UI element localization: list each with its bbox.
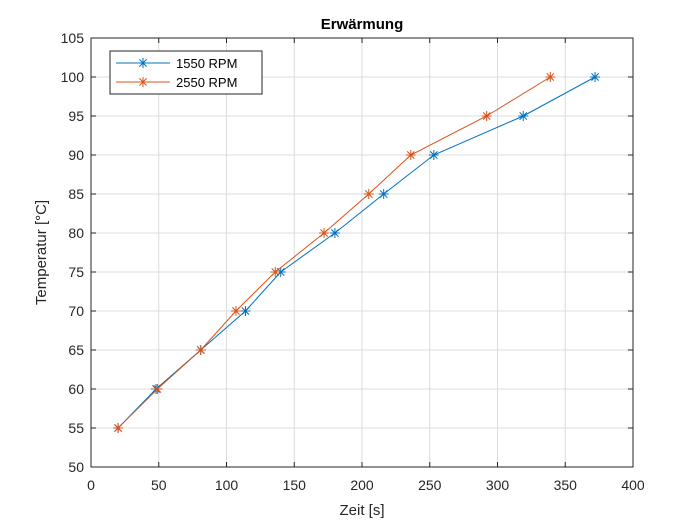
asterisk-marker [481,111,492,121]
y-tick-label: 95 [68,108,84,124]
y-tick-label: 80 [68,225,84,241]
plot-area: 0 50 100 150 200 250 300 350 4005055606570758085… [61,30,645,493]
series-2 [113,72,556,433]
y-tick-label: 100 [61,69,85,85]
x-tick-label: 0 [87,477,95,493]
y-axis-label: Temperatur [°C] [33,200,50,305]
legend-entry: 1550 RPM [116,56,237,71]
legend-label: 2550 RPM [176,75,237,90]
y-tick-label: 50 [68,459,84,475]
y-tick-label: 90 [68,147,84,163]
asterisk-marker [152,384,163,394]
asterisk-marker [138,58,148,68]
x-tick-label: 400 [621,477,645,493]
chart-title: Erwärmung [321,16,404,33]
asterisk-marker [240,306,251,316]
asterisk-marker [195,345,206,355]
asterisk-marker [138,77,148,87]
asterisk-marker [270,267,281,277]
asterisk-marker [319,228,330,238]
y-tick-label: 65 [68,342,84,358]
legend-label: 1550 RPM [176,56,237,71]
series-layer [113,72,601,433]
x-tick-label: 200 [350,477,374,493]
asterisk-marker [378,189,389,199]
asterisk-marker [518,111,529,121]
legend: 1550 RPM 2550 RPM [109,50,263,95]
x-axis-label: Zeit [s] [339,502,384,519]
asterisk-marker [405,150,416,160]
x-tick-label: 250 [418,477,442,493]
asterisk-marker [363,189,374,199]
asterisk-marker [545,72,556,82]
series-line [117,76,551,429]
asterisk-marker [590,72,601,82]
x-tick-label: 350 [554,477,578,493]
x-tick-label: 50 [151,477,167,493]
grid-lines [90,37,634,468]
y-tick-label: 55 [68,420,84,436]
y-tick-label: 70 [68,303,84,319]
legend-entries: 1550 RPM 2550 RPM [116,56,237,90]
legend-box [109,50,263,95]
legend-entry: 2550 RPM [116,75,237,90]
y-tick-label: 60 [68,381,84,397]
y-tick-label: 75 [68,264,84,280]
y-tick-label: 105 [61,30,85,46]
axis-ticks: 0 50 100 150 200 250 300 350 4005055606570758085… [61,30,645,493]
asterisk-marker [113,423,124,433]
x-tick-label: 300 [486,477,510,493]
y-tick-label: 85 [68,186,84,202]
x-tick-label: 150 [283,477,307,493]
x-tick-label: 100 [215,477,239,493]
asterisk-marker [428,150,439,160]
asterisk-marker [329,228,340,238]
asterisk-marker [230,306,241,316]
